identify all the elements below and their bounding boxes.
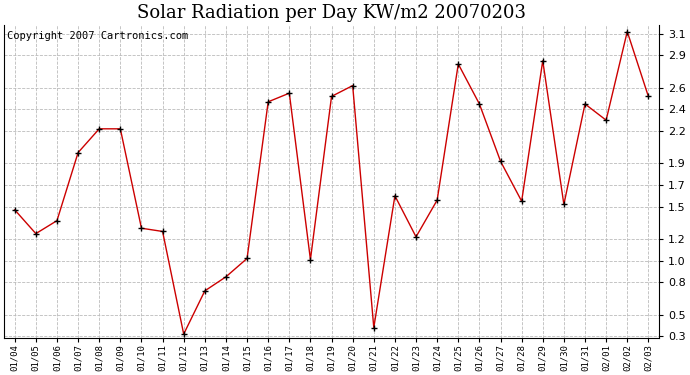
Text: Copyright 2007 Cartronics.com: Copyright 2007 Cartronics.com	[8, 32, 188, 41]
Title: Solar Radiation per Day KW/m2 20070203: Solar Radiation per Day KW/m2 20070203	[137, 4, 526, 22]
